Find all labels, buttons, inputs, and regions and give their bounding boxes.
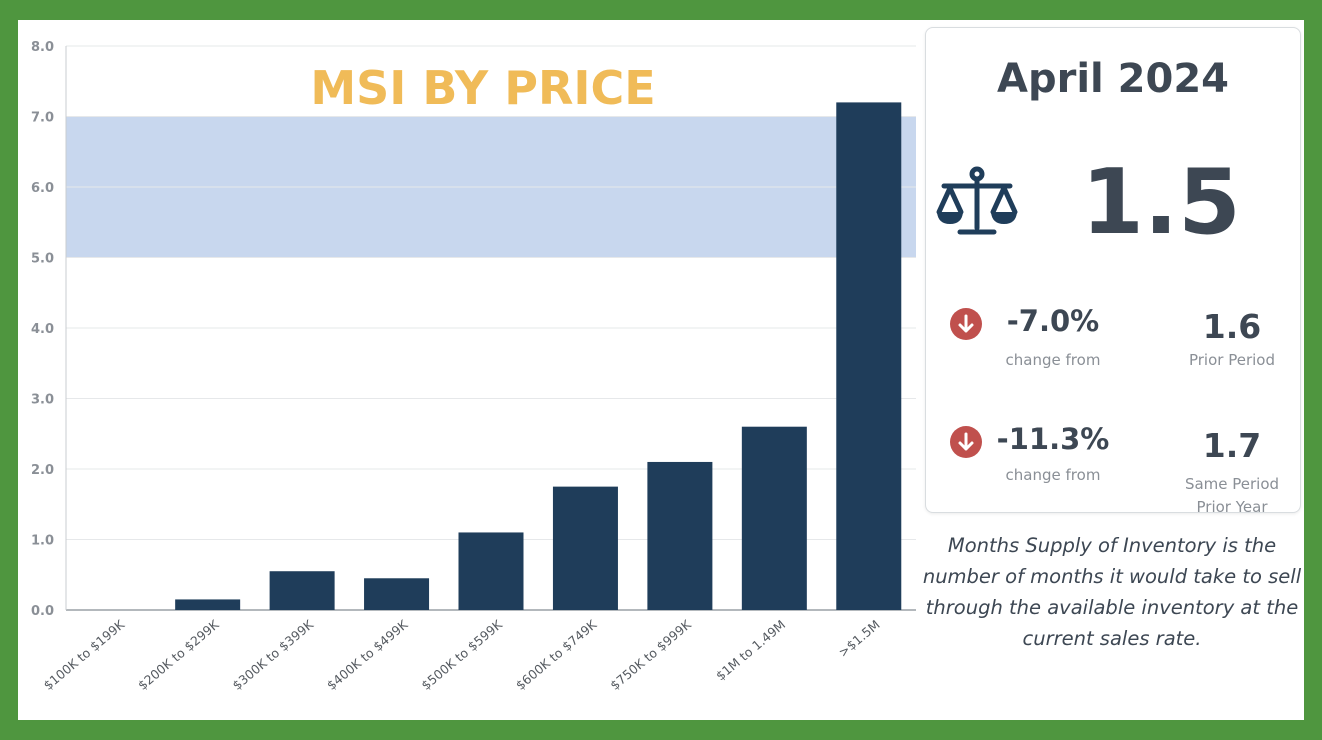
x-tick-label: $200K to $299K (135, 616, 222, 693)
x-tick-label: $100K to $199K (41, 616, 128, 693)
prior-period-change-label: change from (1005, 351, 1101, 369)
bar (269, 571, 335, 610)
bar (175, 599, 241, 610)
y-tick-label: 3.0 (31, 393, 54, 408)
x-tick-label: $500K to $599K (418, 616, 505, 693)
msi-bar-chart: 0.0 1.0 2.0 3.0 4.0 5.0 6.0 7.0 8.0 $100K to $19… (31, 40, 916, 693)
y-tick-label: 0.0 (31, 604, 54, 619)
description-line: Months Supply of Inventory is the (947, 534, 1277, 557)
description-line: number of months it would take to sell (922, 565, 1302, 588)
x-tick-label: $600K to $749K (513, 616, 600, 693)
y-tick-label: 4.0 (31, 322, 54, 337)
prior-period-change: -7.0% (1006, 304, 1100, 338)
x-tick-label: $400K to $499K (324, 616, 411, 693)
description-line: current sales rate. (1022, 627, 1202, 650)
prior-year-value: 1.7 (1202, 426, 1262, 465)
down-arrow-icon (950, 308, 982, 340)
bar (647, 461, 713, 610)
x-tick-label: $750K to $999K (607, 616, 694, 693)
x-tick-label: $1M to 1.49M (713, 617, 788, 684)
summary-card: April 2024 1.5 -7.0% change from 1.6 Pri… (925, 27, 1301, 516)
x-tick-label: $300K to $399K (229, 616, 316, 693)
bar (458, 532, 524, 610)
y-tick-label: 5.0 (31, 252, 54, 267)
prior-year-label-line2: Prior Year (1196, 498, 1268, 516)
y-tick-label: 7.0 (31, 111, 54, 126)
scale-icon (936, 166, 1018, 235)
y-tick-label: 6.0 (31, 181, 54, 196)
bar (836, 102, 902, 611)
x-tick-label: >$1.5M (835, 617, 882, 660)
bar (552, 486, 618, 610)
prior-year-label-line1: Same Period (1184, 475, 1280, 493)
msi-description: Months Supply of Inventory is the number… (921, 530, 1303, 654)
down-arrow-icon (950, 426, 982, 458)
prior-year-change-label: change from (1005, 466, 1101, 484)
prior-year-change: -11.3% (996, 422, 1110, 456)
msi-value: 1.5 (1081, 150, 1241, 255)
prior-period-value: 1.6 (1202, 307, 1262, 346)
chart-title: MSI BY PRICE (310, 61, 655, 115)
y-tick-label: 1.0 (31, 534, 54, 549)
y-tick-label: 2.0 (31, 463, 54, 478)
frame: 0.0 1.0 2.0 3.0 4.0 5.0 6.0 7.0 8.0 $100K to $19… (18, 20, 1304, 720)
period-title: April 2024 (997, 56, 1229, 102)
bar (364, 578, 430, 610)
prior-period-label: Prior Period (1188, 351, 1275, 369)
y-tick-label: 8.0 (31, 40, 54, 55)
bar (741, 426, 807, 610)
description-line: through the available inventory at the (925, 596, 1299, 619)
